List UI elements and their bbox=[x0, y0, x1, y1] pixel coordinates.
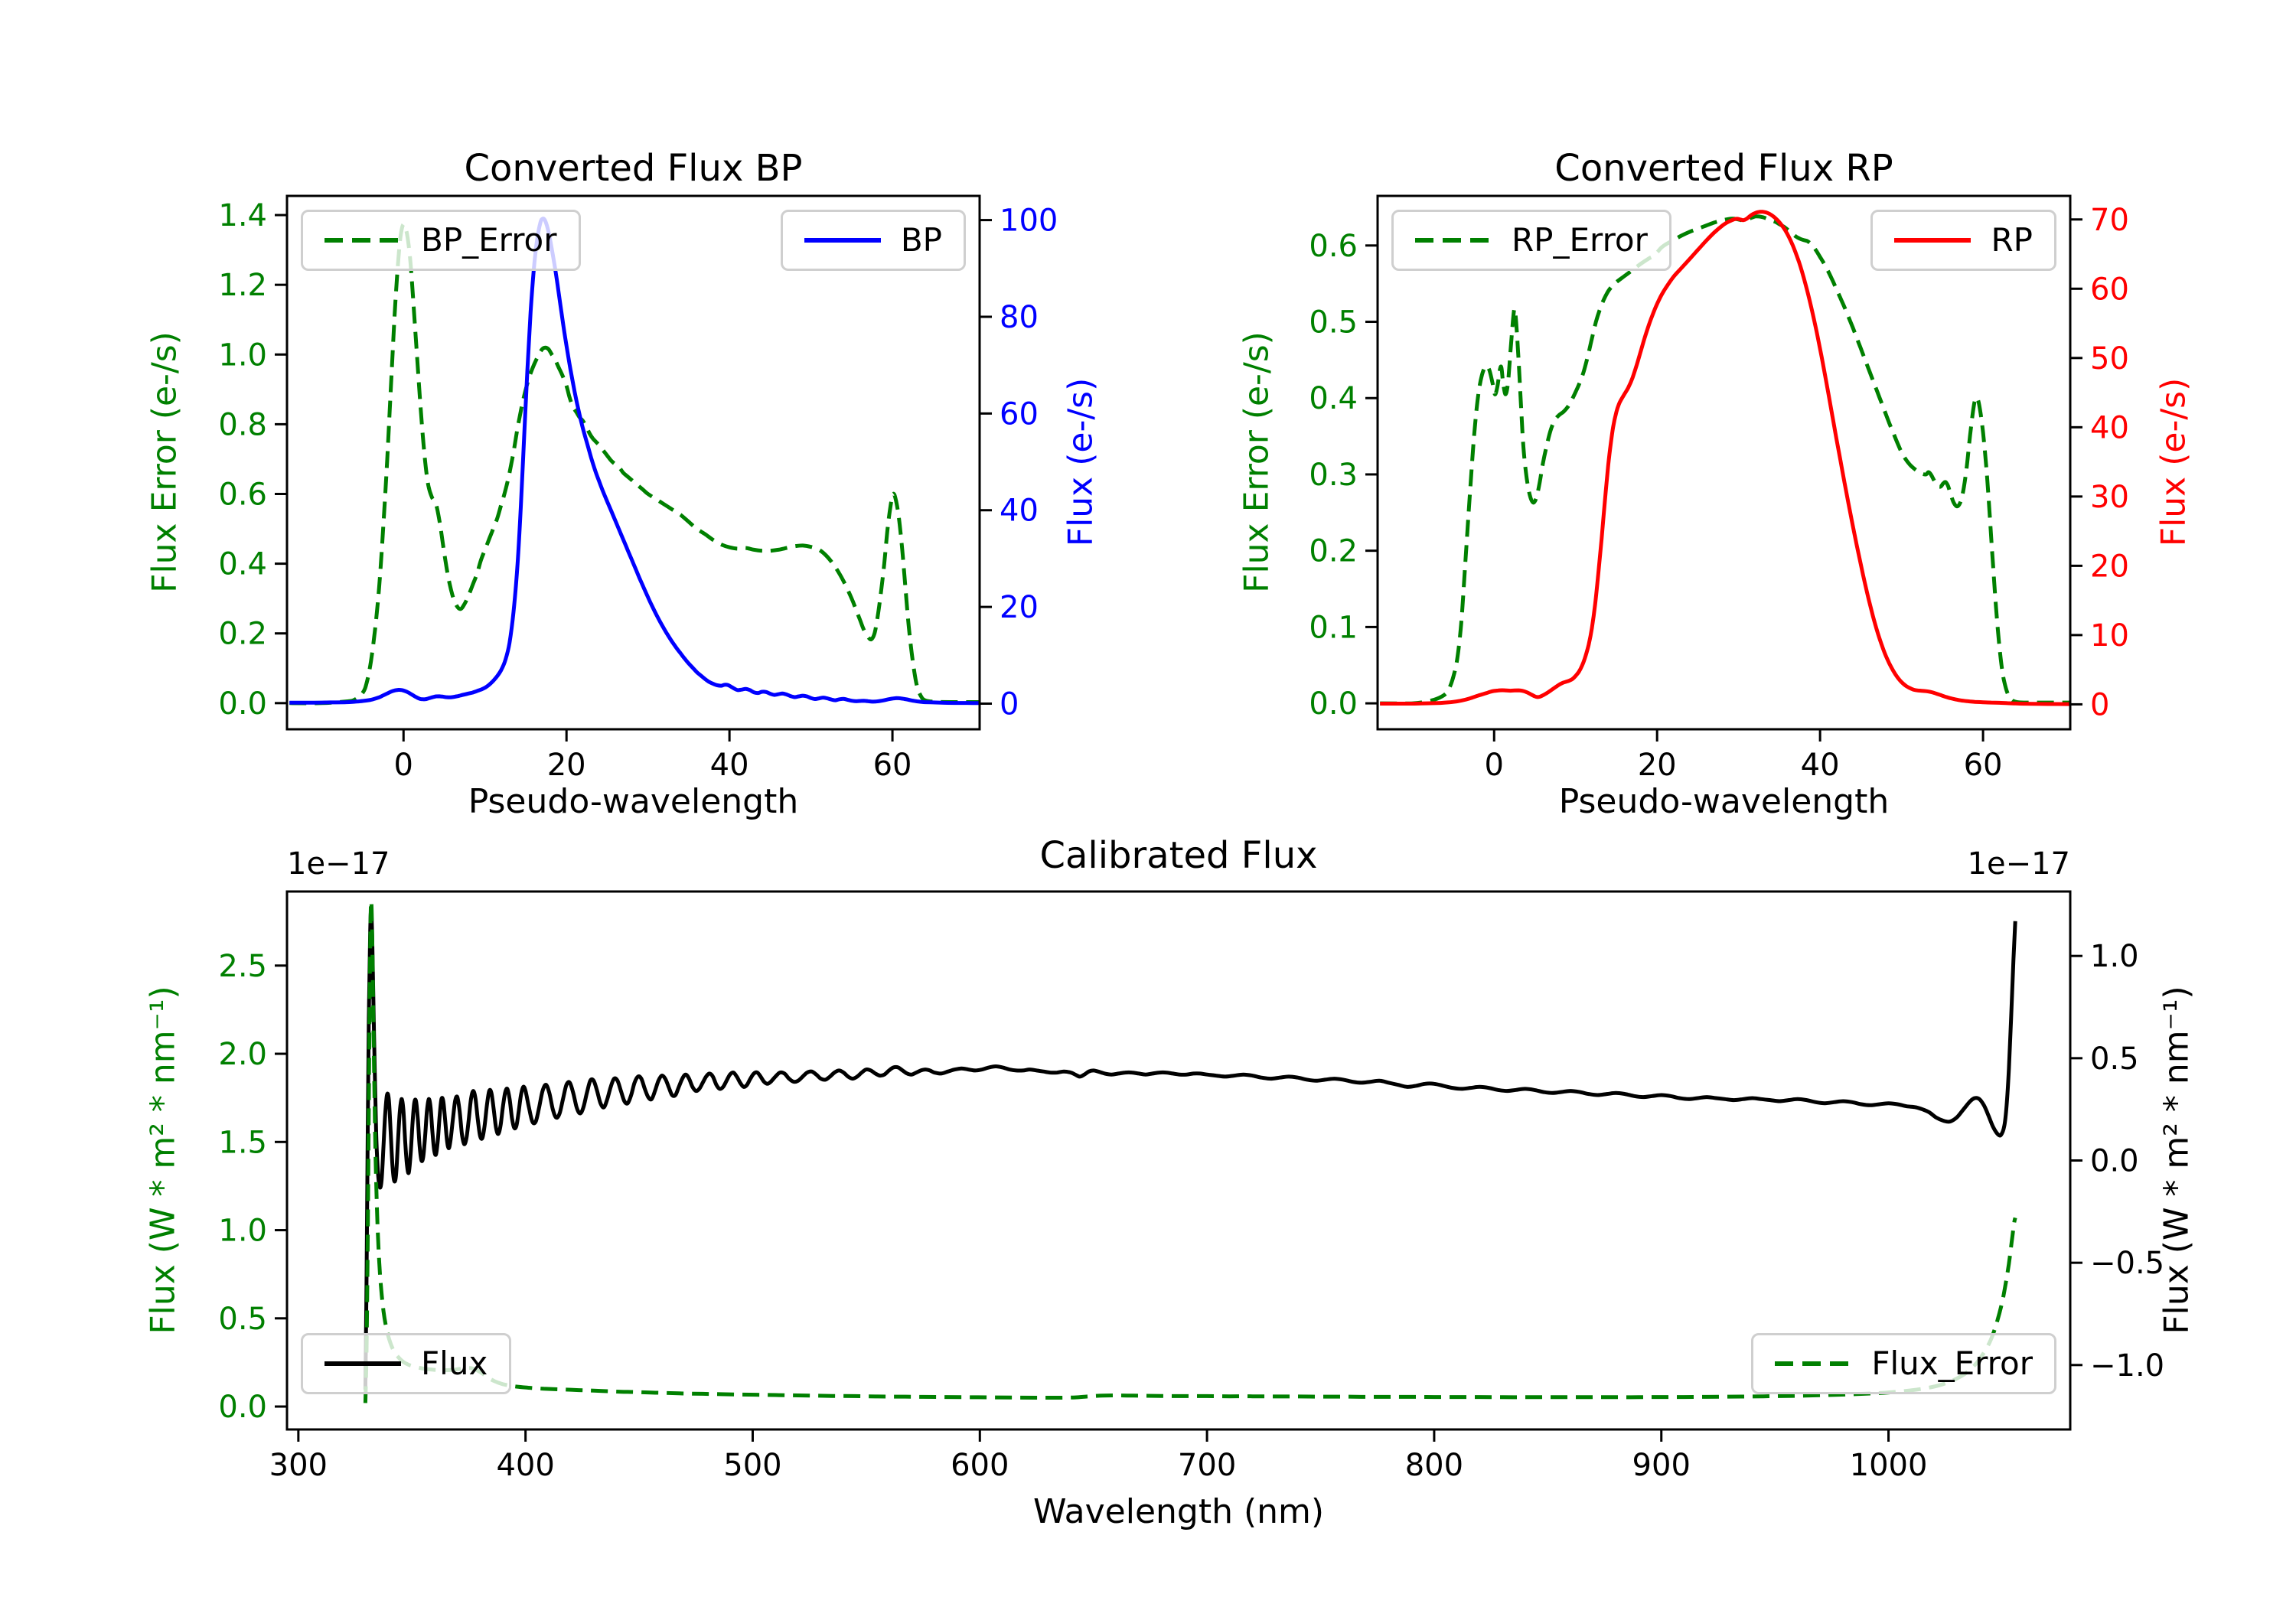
svg-text:0: 0 bbox=[394, 748, 413, 783]
svg-text:0.6: 0.6 bbox=[1309, 229, 1358, 264]
svg-text:0: 0 bbox=[1000, 687, 1019, 722]
bp-legend: BP bbox=[780, 210, 966, 272]
flux-error-legend-label: Flux_Error bbox=[1871, 1345, 2033, 1382]
rp-error-legend-sample-line bbox=[1415, 236, 1492, 245]
bp-error-legend-label: BP_Error bbox=[421, 221, 557, 259]
svg-text:70: 70 bbox=[2090, 203, 2129, 238]
bp-x-axis-label: Pseudo-wavelength bbox=[468, 782, 799, 821]
bp-right-y-axis-label: Flux (e-/s) bbox=[1061, 377, 1101, 547]
rp-x-axis-label: Pseudo-wavelength bbox=[1558, 782, 1890, 821]
svg-text:40: 40 bbox=[1801, 748, 1840, 783]
svg-text:60: 60 bbox=[1000, 396, 1039, 432]
flux-legend-sample-line bbox=[325, 1359, 401, 1368]
rp-left-y-axis-label: Flux Error (e-/s) bbox=[1237, 331, 1277, 593]
rp-error-legend: RP_Error bbox=[1391, 210, 1671, 272]
svg-text:0: 0 bbox=[1485, 748, 1504, 783]
svg-text:0.3: 0.3 bbox=[1309, 458, 1358, 493]
rp-plot-area: 0 20 40 60 0.0 0.1 0.2 0.3 0.4 0.5 0.6 0 10 20 30 40 50 6… bbox=[1309, 194, 2129, 783]
svg-text:1000: 1000 bbox=[1850, 1448, 1928, 1483]
svg-text:0.8: 0.8 bbox=[218, 407, 267, 442]
bp-legend-sample-line bbox=[804, 236, 881, 245]
svg-text:0.0: 0.0 bbox=[218, 686, 267, 722]
svg-text:60: 60 bbox=[2090, 272, 2129, 307]
svg-text:1.0: 1.0 bbox=[218, 337, 267, 373]
svg-text:0.5: 0.5 bbox=[1309, 305, 1358, 341]
rp-legend-sample-line bbox=[1894, 236, 1971, 245]
svg-text:0.5: 0.5 bbox=[2090, 1041, 2139, 1077]
svg-text:1.0: 1.0 bbox=[2090, 939, 2139, 974]
svg-text:0.2: 0.2 bbox=[218, 617, 267, 652]
svg-text:1.2: 1.2 bbox=[218, 268, 267, 303]
svg-text:20: 20 bbox=[547, 748, 586, 783]
svg-text:20: 20 bbox=[1638, 748, 1677, 783]
calibrated-x-axis-label: Wavelength (nm) bbox=[1032, 1492, 1325, 1531]
svg-text:0.6: 0.6 bbox=[218, 478, 267, 513]
svg-text:900: 900 bbox=[1632, 1448, 1691, 1483]
bp-left-y-axis-label: Flux Error (e-/s) bbox=[145, 331, 184, 593]
svg-text:0.0: 0.0 bbox=[2090, 1144, 2139, 1179]
svg-text:10: 10 bbox=[2090, 618, 2129, 654]
calibrated-right-y-axis-label: Flux (W * m² * nm⁻¹) bbox=[2157, 986, 2197, 1335]
svg-text:0.2: 0.2 bbox=[1309, 534, 1358, 569]
calibrated-left-axis-offset-text: 1e−17 bbox=[287, 846, 390, 882]
svg-text:80: 80 bbox=[1000, 300, 1039, 335]
bp-error-legend: BP_Error bbox=[301, 210, 581, 272]
svg-text:60: 60 bbox=[873, 748, 912, 783]
svg-text:20: 20 bbox=[1000, 590, 1039, 625]
bp-legend-label: BP bbox=[900, 221, 942, 259]
rp-error-legend-label: RP_Error bbox=[1512, 221, 1648, 259]
svg-text:0.0: 0.0 bbox=[218, 1390, 267, 1425]
svg-text:−1.0: −1.0 bbox=[2090, 1348, 2164, 1384]
svg-text:0.1: 0.1 bbox=[1309, 610, 1358, 645]
svg-text:800: 800 bbox=[1405, 1448, 1463, 1483]
rp-right-y-axis-label: Flux (e-/s) bbox=[2154, 377, 2193, 547]
svg-text:500: 500 bbox=[723, 1448, 781, 1483]
calibrated-left-y-axis-label: Flux (W * m² * nm⁻¹) bbox=[143, 986, 183, 1335]
svg-text:700: 700 bbox=[1178, 1448, 1236, 1483]
flux-legend: Flux bbox=[301, 1333, 512, 1395]
rp-legend-label: RP bbox=[1991, 221, 2033, 259]
svg-text:−0.5: −0.5 bbox=[2090, 1246, 2164, 1281]
calibrated-chart-title: Calibrated Flux bbox=[1039, 834, 1318, 877]
rp-chart-title: Converted Flux RP bbox=[1554, 147, 1893, 190]
svg-text:1.4: 1.4 bbox=[218, 198, 267, 233]
svg-text:50: 50 bbox=[2090, 341, 2129, 376]
flux-legend-label: Flux bbox=[421, 1345, 488, 1382]
rp-legend: RP bbox=[1870, 210, 2056, 272]
bp-chart-title: Converted Flux BP bbox=[464, 147, 803, 190]
svg-text:600: 600 bbox=[951, 1448, 1009, 1483]
svg-text:0: 0 bbox=[2090, 687, 2109, 722]
flux-error-legend: Flux_Error bbox=[1751, 1333, 2056, 1395]
svg-text:0.5: 0.5 bbox=[218, 1302, 267, 1337]
flux-error-legend-sample-line bbox=[1775, 1359, 1852, 1368]
bp-plot-area: 0 20 40 60 0.0 0.2 0.4 0.6 0.8 1.0 1.2 1.4 0 20 40 60 80… bbox=[218, 194, 1058, 783]
svg-text:20: 20 bbox=[2090, 549, 2129, 584]
svg-text:40: 40 bbox=[710, 748, 749, 783]
svg-text:2.0: 2.0 bbox=[218, 1037, 267, 1072]
svg-text:30: 30 bbox=[2090, 480, 2129, 515]
svg-text:0.4: 0.4 bbox=[218, 547, 267, 582]
svg-text:40: 40 bbox=[2090, 410, 2129, 445]
calibrated-right-axis-offset-text: 1e−17 bbox=[1967, 846, 2070, 882]
bp-error-legend-sample-line bbox=[325, 236, 401, 245]
svg-text:0.0: 0.0 bbox=[1309, 686, 1358, 722]
svg-text:100: 100 bbox=[1000, 204, 1058, 239]
svg-text:1.0: 1.0 bbox=[218, 1214, 267, 1249]
svg-text:1.5: 1.5 bbox=[218, 1125, 267, 1160]
svg-text:40: 40 bbox=[1000, 494, 1039, 529]
svg-text:400: 400 bbox=[496, 1448, 554, 1483]
calibrated-plot-area: 300 400 500 600 700 800 900 1000 0.0 0.5 1.0 1.5 2.0… bbox=[218, 890, 2164, 1483]
svg-text:300: 300 bbox=[269, 1448, 328, 1483]
svg-text:60: 60 bbox=[1964, 748, 2003, 783]
svg-text:0.4: 0.4 bbox=[1309, 381, 1358, 416]
svg-text:2.5: 2.5 bbox=[218, 949, 267, 984]
